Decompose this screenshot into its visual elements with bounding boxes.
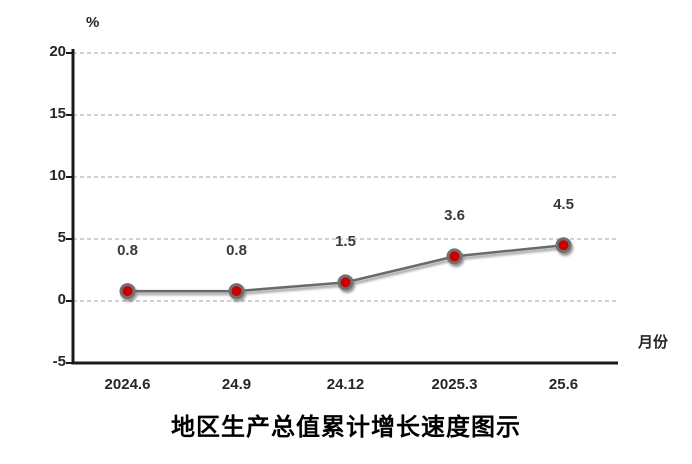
data-label: 0.8 <box>117 242 138 260</box>
data-point-marker <box>337 274 354 291</box>
y-tick-label: -5 <box>52 353 66 370</box>
data-point-marker <box>555 237 572 254</box>
x-tick-label: 24.9 <box>221 376 252 393</box>
x-tick-label: 2025.3 <box>431 376 478 393</box>
chart-title: 地区生产总值累计增长速度图示 <box>171 415 521 441</box>
data-label: 0.8 <box>226 242 247 260</box>
data-point-marker <box>446 248 463 265</box>
data-label: 1.5 <box>335 233 356 251</box>
x-tick-label: 25.6 <box>548 376 579 393</box>
y-tick-label: 15 <box>49 105 66 122</box>
y-tick-label: 20 <box>49 43 66 60</box>
x-tick-label: 2024.6 <box>104 376 151 393</box>
data-point-marker <box>119 283 136 300</box>
x-tick-label: 24.12 <box>326 376 365 393</box>
data-point-marker <box>228 283 245 300</box>
y-tick-label: 0 <box>57 291 66 308</box>
y-axis-unit-label: % <box>86 14 100 31</box>
x-axis-label: 月份 <box>638 334 669 351</box>
data-label: 4.5 <box>553 196 574 214</box>
y-tick-label: 5 <box>57 229 66 246</box>
series-group <box>119 237 572 300</box>
data-label: 3.6 <box>444 207 465 225</box>
y-tick-label: 10 <box>49 167 66 184</box>
